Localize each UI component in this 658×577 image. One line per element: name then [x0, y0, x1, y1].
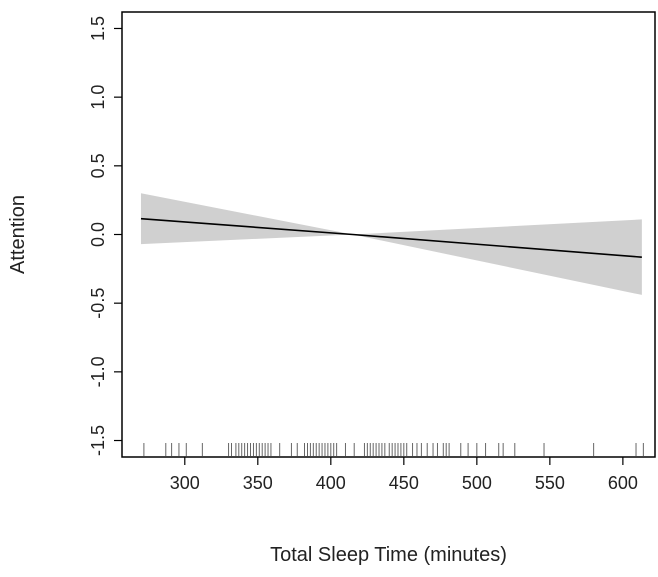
x-tick-label: 400: [316, 473, 346, 493]
x-tick-label: 450: [389, 473, 419, 493]
y-axis-label: Attention: [7, 195, 29, 274]
x-tick-label: 350: [243, 473, 273, 493]
y-tick-label: 1.5: [88, 16, 108, 41]
y-tick-label: 0.0: [88, 222, 108, 247]
y-tick-label: 1.0: [88, 85, 108, 110]
x-tick-label: 550: [535, 473, 565, 493]
fit-line: [140, 217, 642, 258]
fit-line-layer: [140, 217, 642, 258]
x-axis-label: Total Sleep Time (minutes): [270, 544, 507, 566]
x-tick-label: 300: [170, 473, 200, 493]
rug-layer: [143, 443, 644, 456]
confidence-band: [140, 193, 642, 295]
y-tick-label: 0.5: [88, 153, 108, 178]
x-axis: 300 350 400 450 500 550 600: [170, 457, 638, 493]
y-tick-label: -0.5: [88, 288, 108, 319]
y-tick-label: -1.5: [88, 425, 108, 456]
y-axis: -1.5 -1.0 -0.5 0.0 0.5 1.0 1.5: [88, 16, 122, 456]
x-tick-label: 500: [462, 473, 492, 493]
x-tick-label: 600: [608, 473, 638, 493]
y-tick-label: -1.0: [88, 356, 108, 387]
confidence-band-layer: [140, 193, 642, 295]
